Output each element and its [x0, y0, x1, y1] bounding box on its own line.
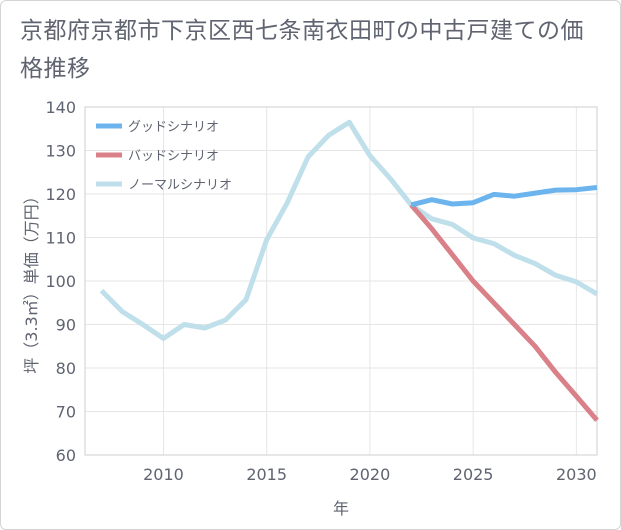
series-line-2 [409, 203, 599, 422]
y-tick-label: 70 [56, 403, 76, 422]
x-tick-label: 2020 [350, 465, 391, 484]
y-tick-label: 90 [56, 316, 76, 335]
x-tick-labels: 2010 2015 2020 2025 2030 [143, 465, 597, 484]
legend-label: ノーマルシナリオ [128, 178, 232, 193]
y-tick-label: 120 [45, 185, 76, 204]
y-tick-labels: 60 70 80 90 100 110 120 130 140 [45, 98, 76, 465]
y-tick-label: 140 [45, 98, 76, 117]
x-axis-label: 年 [333, 499, 349, 518]
y-tick-label: 80 [56, 359, 76, 378]
y-axis-label: 坪（3.3㎡）単価（万円） [22, 188, 41, 373]
y-tick-label: 110 [45, 229, 76, 248]
x-tick-label: 2010 [143, 465, 184, 484]
legend-label: バッドシナリオ [128, 149, 219, 164]
series-line-1 [410, 185, 598, 208]
plot-area-border [84, 106, 598, 456]
legend-label: グッドシナリオ [128, 120, 219, 135]
y-tick-label: 130 [45, 142, 76, 161]
x-tick-label: 2030 [556, 465, 597, 484]
chart-title: 京都府京都市下京区西七条南衣田町の中古戸建ての価格推移 [20, 18, 584, 82]
series-lines [99, 119, 599, 422]
y-tick-label: 100 [45, 272, 76, 291]
series-line-3 [99, 119, 599, 341]
x-tick-label: 2015 [246, 465, 287, 484]
x-tick-label: 2025 [453, 465, 494, 484]
y-tick-label: 60 [56, 446, 76, 465]
